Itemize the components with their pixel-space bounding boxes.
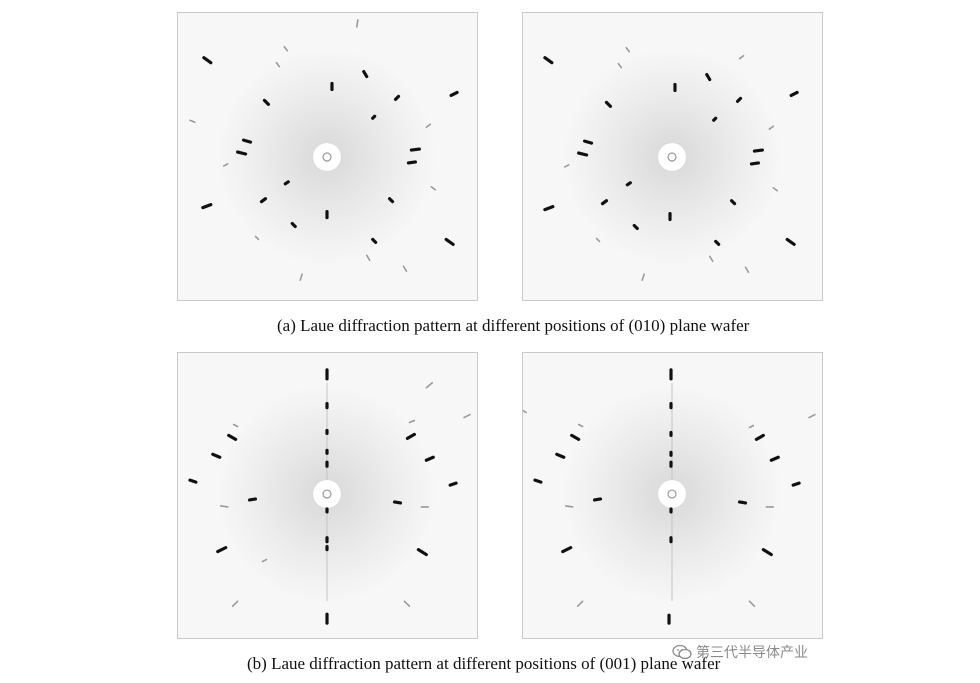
laue-spots-b1: [188, 368, 471, 625]
laue-spots-a1: [189, 19, 459, 281]
figure-caption-b: (b) Laue diffraction pattern at differen…: [247, 654, 721, 673]
laue-pattern-010-position-1: [177, 12, 478, 301]
laue-pattern-010-position-2: [522, 12, 823, 301]
figure-caption-a: (a) Laue diffraction pattern at differen…: [277, 316, 750, 335]
wechat-icon: [672, 644, 692, 660]
laue-pattern-001-position-2: [522, 352, 823, 639]
watermark: 第三代半导体产业: [672, 642, 808, 662]
laue-spots-b2: [523, 368, 816, 625]
watermark-text: 第三代半导体产业: [696, 645, 808, 661]
laue-pattern-001-position-1: [177, 352, 478, 639]
laue-spots-a2: [543, 46, 799, 281]
